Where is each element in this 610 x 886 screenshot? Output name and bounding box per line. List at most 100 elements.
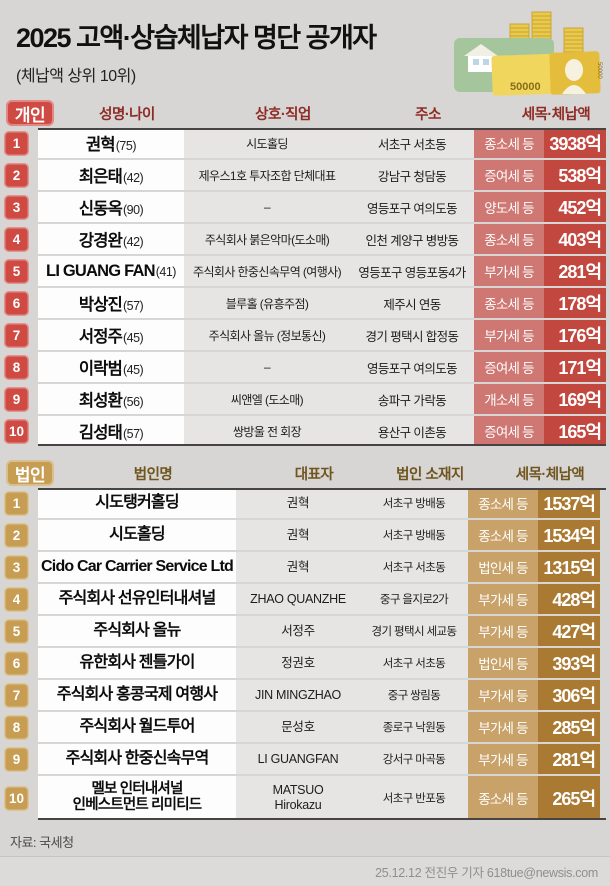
tax-type-cell: 종소세 등 [468, 776, 538, 820]
ceo-cell: 권혁 [236, 488, 360, 518]
tax-type-cell: 부가세 등 [474, 256, 544, 286]
rank-cell: 1 [4, 128, 38, 158]
corp-name-cell: Cido Car Carrier Service Ltd [38, 552, 236, 582]
business-label: 블루홀 (유흥주점) [225, 296, 309, 311]
table-row: 6 유한회사 젠틀가이 정권호 서초구 서초동 법인세 등 393억 [4, 648, 610, 678]
corp-name: 유한회사 젠틀가이 [79, 654, 195, 672]
corp-name-cell: 주식회사 올뉴 [38, 616, 236, 646]
name-cell: 이락범 (45) [38, 352, 184, 382]
tax-type-cell: 종소세 등 [468, 520, 538, 550]
tax-type-cell: 양도세 등 [474, 192, 544, 222]
business-cell: – [184, 192, 350, 222]
corp-address-cell: 경기 평택시 세교동 [360, 616, 468, 646]
amount-cell: 169억 [544, 384, 606, 414]
tax-type-cell: 종소세 등 [474, 224, 544, 254]
rank-cell: 6 [4, 648, 38, 678]
table-row: 3 Cido Car Carrier Service Ltd 권혁 서초구 서초동 법인… [4, 552, 610, 582]
tax-type-cell: 부가세 등 [474, 320, 544, 350]
name-cell: 박상진 (57) [38, 288, 184, 318]
col-header-name-age: 성명·나이 [99, 106, 155, 123]
amount-cell: 306억 [538, 680, 600, 710]
rank-cell: 4 [4, 224, 38, 254]
address-label: 영등포구 영등포동4가 [358, 265, 466, 280]
person-age: (90) [122, 203, 144, 217]
col-header-corp-name: 법인명 [133, 466, 173, 483]
ceo-cell: 정권호 [236, 648, 360, 678]
col-header-ceo: 대표자 [294, 466, 334, 483]
business-cell: 씨앤엘 (도소매) [184, 384, 350, 414]
corp-name-cell: 주식회사 한중신속무역 [38, 744, 236, 774]
money-illustration: 50000 50000 [452, 6, 604, 98]
address-cell: 송파구 가락동 [350, 384, 474, 414]
amount-cell: 281억 [538, 744, 600, 774]
name-cell: 강경완 (42) [38, 224, 184, 254]
address-cell: 영등포구 영등포동4가 [350, 256, 474, 286]
corp-address-cell: 서초구 서초동 [360, 552, 468, 582]
address-label: 용산구 이촌동 [377, 425, 447, 440]
table-row: 2 시도홀딩 권혁 서초구 방배동 종소세 등 1534억 [4, 520, 610, 550]
corp-name: 주식회사 홍콩국제 여행사 [56, 686, 218, 704]
rank-badge: 1 [4, 490, 29, 516]
person-name: 서정주 [78, 328, 123, 346]
rank-badge: 5 [4, 618, 29, 644]
corp-address-cell: 중구 쌍림동 [360, 680, 468, 710]
business-label: 주식회사 붉은악마(도소매) [204, 232, 330, 247]
table-row: 6 박상진 (57) 블루홀 (유흥주점) 제주시 연동 종소세 등 178억 [4, 288, 610, 318]
tax-type-cell: 종소세 등 [474, 128, 544, 158]
person-name: 최은태 [78, 168, 123, 186]
table-row: 5 주식회사 올뉴 서정주 경기 평택시 세교동 부가세 등 427억 [4, 616, 610, 646]
rank-cell: 5 [4, 256, 38, 286]
corp-name-cell: 시도홀딩 [38, 520, 236, 550]
ceo-cell: ZHAO QUANZHE [236, 584, 360, 614]
col-header-tax-amount: 세목·체납액 [521, 106, 591, 123]
corp-address-label: 중구 을지로2가 [379, 594, 449, 606]
business-label: – [263, 200, 271, 214]
corp-name: 주식회사 올뉴 [93, 622, 181, 640]
person-name: 박상진 [78, 296, 123, 314]
rank-badge: 7 [4, 682, 29, 708]
rank-cell: 3 [4, 192, 38, 222]
ceo-name: 권혁 [286, 527, 310, 542]
business-cell: 블루홀 (유흥주점) [184, 288, 350, 318]
corp-address-label: 서초구 반포동 [382, 793, 446, 805]
amount-cell: 403억 [544, 224, 606, 254]
corp-address-label: 서초구 서초동 [382, 562, 446, 574]
rank-badge: 2 [4, 162, 29, 188]
ceo-cell: 권혁 [236, 520, 360, 550]
tax-type-cell: 종소세 등 [468, 488, 538, 518]
tax-type-cell: 증여세 등 [474, 416, 544, 446]
rank-cell: 2 [4, 520, 38, 550]
rank-cell: 10 [4, 416, 38, 446]
amount-cell: 265억 [538, 776, 600, 820]
table-row: 3 신동옥 (90) – 영등포구 여의도동 양도세 등 452억 [4, 192, 610, 222]
business-cell: 쌍방울 전 회장 [184, 416, 350, 446]
table-row: 9 주식회사 한중신속무역 LI GUANGFAN 강서구 마곡동 부가세 등 281억 [4, 744, 610, 774]
rank-cell: 4 [4, 584, 38, 614]
name-cell: 신동옥 (90) [38, 192, 184, 222]
person-name: 최성환 [78, 392, 123, 410]
person-age: (56) [122, 395, 144, 409]
table-row: 2 최은태 (42) 제우스1호 투자조합 단체대표 강남구 청담동 증여세 등 538억 [4, 160, 610, 190]
rank-badge: 6 [4, 290, 29, 316]
person-age: (45) [122, 363, 144, 377]
business-label: 주식회사 올뉴 (정보통신) [208, 328, 326, 343]
corporate-section-header: 법인 법인명 대표자 법인 소재지 세목·체납액 [0, 458, 610, 488]
rank-badge: 4 [4, 226, 29, 252]
col-header-corp-tax-amount: 세목·체납액 [515, 466, 585, 483]
col-header-business: 상호·직업 [255, 106, 311, 123]
person-age: (42) [122, 171, 144, 185]
source-note: 자료: 국세청 [10, 835, 74, 850]
corp-name: 시도탱커홀딩 [95, 494, 179, 512]
business-label: 시도홀딩 [246, 136, 288, 151]
tax-type-cell: 종소세 등 [474, 288, 544, 318]
ceo-name: 문성호 [281, 719, 315, 734]
table-row: 5 LI GUANG FAN (41) 주식회사 한중신속무역 (여행사) 영등포구 영… [4, 256, 610, 286]
corp-address-cell: 강서구 마곡동 [360, 744, 468, 774]
amount-cell: 3938억 [544, 128, 606, 158]
address-cell: 경기 평택시 합정동 [350, 320, 474, 350]
amount-cell: 178억 [544, 288, 606, 318]
corp-name-cell: 주식회사 선유인터내셔널 [38, 584, 236, 614]
rank-badge: 10 [4, 418, 29, 444]
rank-badge: 4 [4, 586, 29, 612]
rank-cell: 10 [4, 776, 38, 820]
